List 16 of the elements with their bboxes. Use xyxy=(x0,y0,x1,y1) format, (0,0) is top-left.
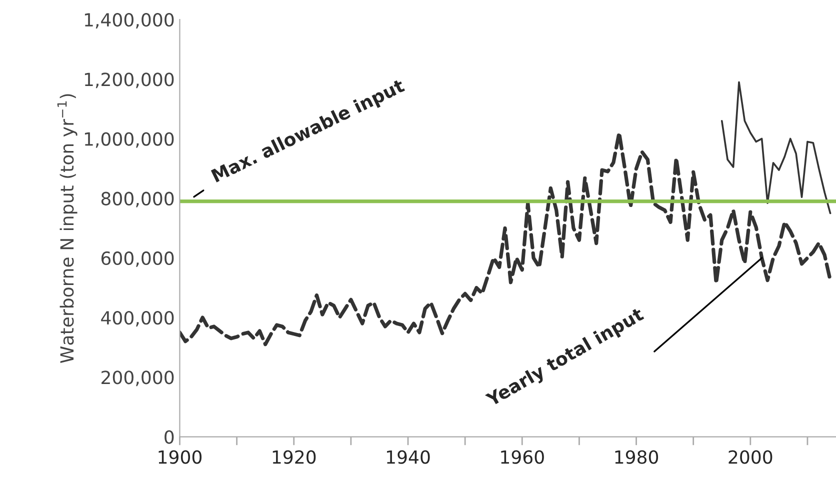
x-tick-label: 2000 xyxy=(728,450,772,464)
x-tick-label: 1980 xyxy=(615,450,658,464)
y-tick-label: 400,000 xyxy=(101,311,174,327)
y-tick-label: 200,000 xyxy=(102,370,174,386)
y-tick-label: 0 xyxy=(164,430,174,444)
x-tick-label: 1960 xyxy=(501,450,544,464)
x-tick-label: 1940 xyxy=(387,450,430,464)
y-tick-label: 1,400,000 xyxy=(84,12,174,28)
x-tick-label: 1900 xyxy=(158,450,202,464)
x-tick-label: 1920 xyxy=(272,450,316,464)
y-axis-title: Waterborne N input (ton yr$^{−1}$) xyxy=(57,94,78,364)
y-tick-label: 600,000 xyxy=(101,251,174,267)
line-series xyxy=(720,81,832,214)
y-tick-label: 1,200,000 xyxy=(84,72,174,88)
y-tick-label: 1,000,000 xyxy=(84,132,174,148)
y-tick-label: 800,000 xyxy=(101,192,174,208)
